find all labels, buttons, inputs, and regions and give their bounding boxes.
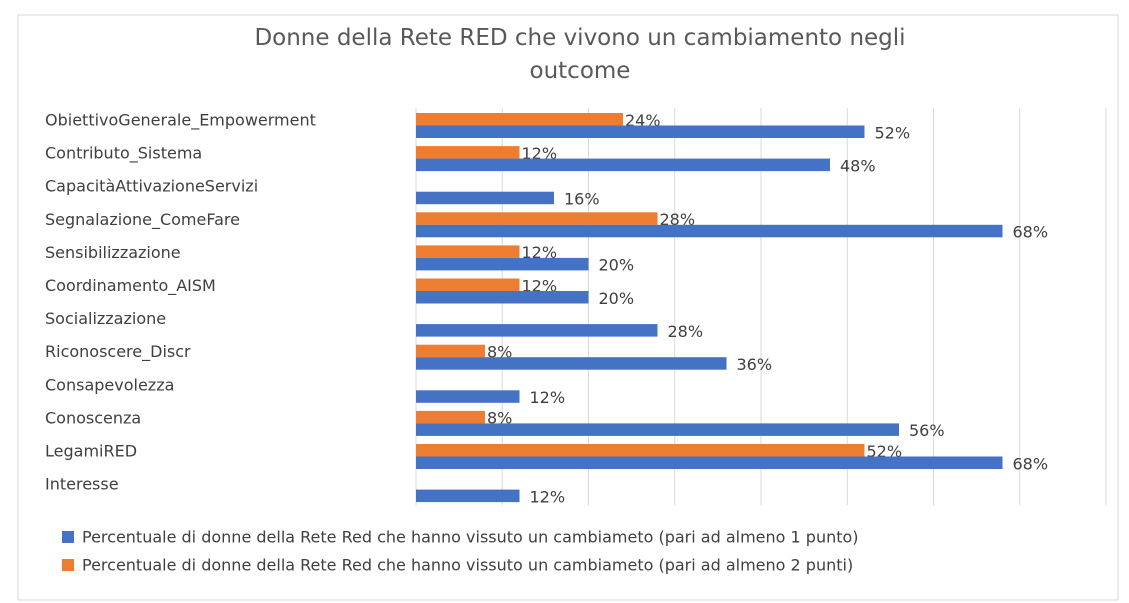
data-label: 28% <box>668 322 704 341</box>
bar <box>416 344 485 358</box>
bar <box>416 357 727 370</box>
bar <box>416 278 520 291</box>
data-label: 12% <box>530 487 566 506</box>
data-label: 8% <box>487 342 512 361</box>
y-tick-label: Interesse <box>45 475 119 494</box>
bar <box>416 410 485 424</box>
y-tick-label: Consapevolezza <box>45 375 174 394</box>
legend-swatch <box>62 559 74 571</box>
bar <box>416 456 1003 469</box>
data-label: 48% <box>840 156 876 175</box>
data-label: 12% <box>522 276 558 295</box>
y-tick-label: Conoscenza <box>45 408 141 427</box>
data-label: 12% <box>522 243 558 262</box>
data-label: 16% <box>564 189 600 208</box>
data-label: 28% <box>660 210 696 229</box>
y-tick-label: Segnalazione_ComeFare <box>45 210 240 230</box>
bar <box>416 324 658 337</box>
data-label: 12% <box>522 144 558 163</box>
bar <box>416 291 589 304</box>
y-tick-label: Sensibilizzazione <box>45 243 181 262</box>
legend-label: Percentuale di donne della Rete Red che … <box>82 556 853 575</box>
bar <box>416 390 520 403</box>
legend-label: Percentuale di donne della Rete Red che … <box>82 528 859 547</box>
bar <box>416 158 830 172</box>
bar <box>416 191 554 205</box>
data-label: 24% <box>625 111 661 130</box>
bar <box>416 146 520 159</box>
data-label: 68% <box>1013 223 1049 242</box>
legend-swatch <box>62 531 74 543</box>
y-tick-label: Riconoscere_Discr <box>45 342 191 362</box>
data-label: 8% <box>487 409 512 428</box>
data-label: 56% <box>909 421 945 440</box>
data-label: 20% <box>599 256 635 275</box>
chart-frame <box>17 14 1119 601</box>
data-label: 12% <box>530 388 566 407</box>
bar <box>416 212 658 225</box>
bar <box>416 423 899 436</box>
bar <box>416 489 520 503</box>
data-label: 52% <box>867 442 903 461</box>
y-tick-label: Coordinamento_AISM <box>45 276 216 296</box>
data-label: 20% <box>599 289 635 308</box>
y-tick-label: Contributo_Sistema <box>45 144 202 164</box>
data-label: 36% <box>737 355 773 374</box>
y-tick-label: Socializzazione <box>45 309 166 328</box>
bar <box>416 444 865 457</box>
chart-title: Donne della Rete RED che vivono un cambi… <box>254 25 906 84</box>
y-tick-label: CapacitàAttivazioneServizi <box>45 177 258 196</box>
bar <box>416 257 589 271</box>
data-label: 52% <box>875 123 911 142</box>
bar <box>416 125 865 138</box>
data-label: 68% <box>1013 454 1049 473</box>
y-tick-label: ObiettivoGenerale_Empowerment <box>45 111 316 131</box>
bar <box>416 113 623 126</box>
y-tick-label: LegamiRED <box>45 442 137 461</box>
bar <box>416 224 1003 238</box>
bar <box>416 245 520 258</box>
